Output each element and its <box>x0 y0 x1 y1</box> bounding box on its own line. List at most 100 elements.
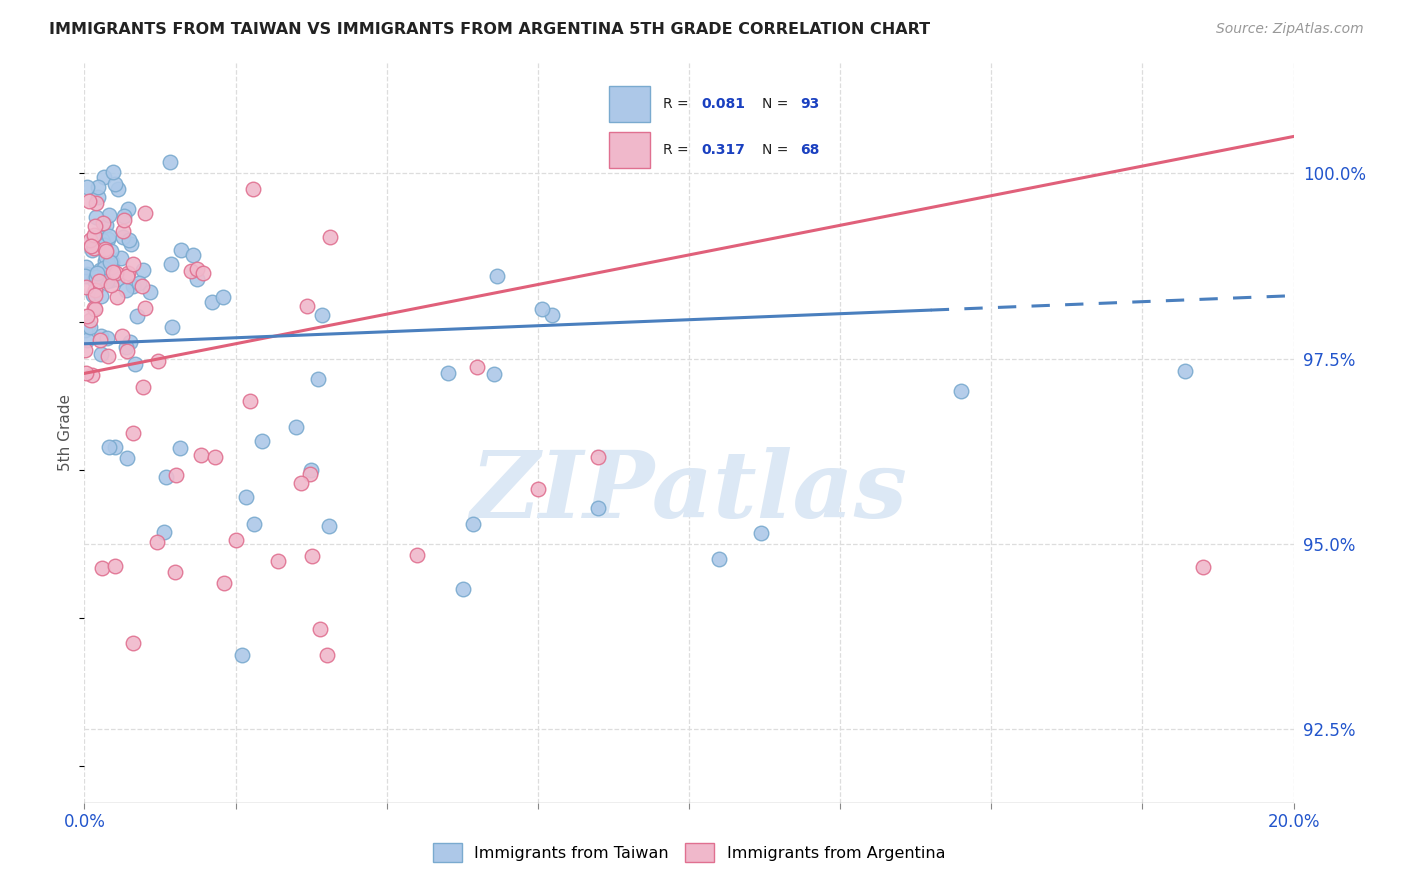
Point <box>159 155 181 169</box>
Point <box>121 635 143 649</box>
Point <box>160 319 183 334</box>
Point <box>117 266 139 280</box>
Point <box>242 182 264 196</box>
Text: R =: R = <box>664 144 693 157</box>
Point <box>211 290 233 304</box>
Point <box>90 233 112 247</box>
Point <box>82 288 104 302</box>
Point <box>79 319 101 334</box>
Text: Source: ZipAtlas.com: Source: ZipAtlas.com <box>1216 22 1364 37</box>
Point <box>267 554 290 568</box>
Point <box>191 266 214 280</box>
Point <box>111 328 134 343</box>
Point <box>115 340 138 354</box>
Point <box>98 228 121 243</box>
Point <box>83 241 105 255</box>
Point <box>93 244 115 259</box>
Point <box>134 206 156 220</box>
Point <box>117 343 139 358</box>
Point <box>451 582 474 596</box>
Point <box>484 367 506 381</box>
Point <box>295 300 318 314</box>
Point <box>75 366 97 380</box>
Text: 68: 68 <box>800 144 820 157</box>
Point <box>117 269 139 284</box>
Point <box>121 425 143 440</box>
Point <box>89 263 111 277</box>
Point <box>98 255 121 269</box>
Point <box>90 328 112 343</box>
Point <box>110 251 132 265</box>
Point <box>93 238 115 252</box>
Point <box>83 283 105 297</box>
Point <box>104 177 127 191</box>
Point <box>76 333 98 347</box>
Point <box>169 442 191 456</box>
Point <box>75 323 97 337</box>
Point <box>120 335 142 350</box>
Point <box>588 500 610 515</box>
Point <box>100 278 122 293</box>
Point <box>103 165 125 179</box>
Point <box>76 267 98 281</box>
Point <box>84 270 107 285</box>
Point <box>75 260 97 274</box>
Point <box>290 475 312 490</box>
Point <box>298 467 321 481</box>
Point <box>97 440 120 454</box>
Point <box>96 274 118 288</box>
Point <box>112 230 135 244</box>
FancyBboxPatch shape <box>609 87 650 122</box>
Point <box>186 271 208 285</box>
Point <box>93 261 115 276</box>
Point <box>100 244 122 259</box>
Point <box>97 349 120 363</box>
Point <box>97 231 120 245</box>
Text: R =: R = <box>664 97 693 111</box>
Legend: Immigrants from Taiwan, Immigrants from Argentina: Immigrants from Taiwan, Immigrants from … <box>426 837 952 869</box>
Point <box>94 253 117 268</box>
Point <box>101 255 124 269</box>
Point <box>86 266 108 280</box>
Point <box>235 490 257 504</box>
Point <box>91 561 114 575</box>
Point <box>111 223 134 237</box>
Point <box>204 450 226 464</box>
Point <box>105 266 128 280</box>
Point <box>87 274 110 288</box>
Point <box>252 434 274 449</box>
Point <box>527 482 550 496</box>
Point <box>212 575 235 590</box>
Point <box>467 360 489 375</box>
Point <box>90 289 112 303</box>
Point <box>165 467 187 482</box>
Point <box>84 288 107 302</box>
Point <box>950 384 973 399</box>
Point <box>122 257 145 271</box>
Text: IMMIGRANTS FROM TAIWAN VS IMMIGRANTS FROM ARGENTINA 5TH GRADE CORRELATION CHART: IMMIGRANTS FROM TAIWAN VS IMMIGRANTS FRO… <box>49 22 931 37</box>
FancyBboxPatch shape <box>609 132 650 168</box>
Point <box>96 250 118 264</box>
Point <box>242 516 264 531</box>
Point <box>83 301 105 316</box>
Point <box>284 420 307 434</box>
Point <box>299 463 322 477</box>
Point <box>93 170 115 185</box>
Point <box>181 248 204 262</box>
Point <box>100 260 122 274</box>
Text: 93: 93 <box>800 97 820 111</box>
Point <box>117 202 139 217</box>
Point <box>96 331 118 345</box>
Point <box>103 265 125 279</box>
Point <box>180 264 202 278</box>
Point <box>114 209 136 223</box>
Point <box>79 313 101 327</box>
Point <box>118 233 141 247</box>
Point <box>87 179 110 194</box>
Point <box>84 210 107 224</box>
Point <box>139 285 162 299</box>
Point <box>86 196 108 211</box>
Point <box>316 648 339 662</box>
Point <box>588 450 610 464</box>
Point <box>709 552 731 566</box>
